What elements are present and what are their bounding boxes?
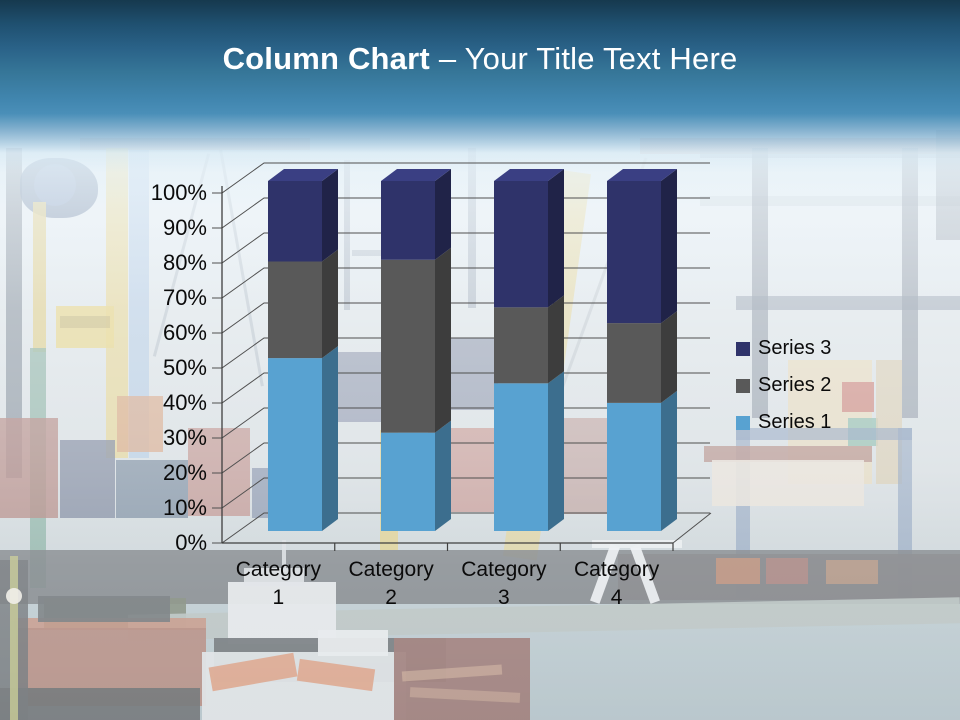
legend-item-series-2: Series 2 [736,367,831,404]
photo-shape [716,558,760,584]
legend-label-series-1: Series 1 [758,411,832,433]
legend-swatch-series-2-icon [736,378,750,393]
title-rest: – Your Title Text Here [438,41,738,76]
photo-shape [282,540,286,572]
slide-title: Column Chart – Your Title Text Here [0,41,960,77]
photo-shape [352,250,442,256]
photo-shape [117,396,163,452]
photo-shape [826,560,878,584]
photo-shape [152,153,211,357]
photo-shape [33,202,46,352]
photo-shape [219,149,264,387]
legend-swatch-series-3-icon [736,341,750,356]
photo-shape [700,196,960,206]
photo-shape [10,556,18,720]
legend-label-series-3: Series 3 [758,337,832,359]
photo-shape [902,148,918,418]
photo-shape [318,630,388,656]
slide-header: Column Chart – Your Title Text Here [0,0,960,172]
photo-shape [712,460,864,506]
photo-shape [736,296,960,310]
legend-label-series-2: Series 2 [758,374,832,396]
photo-shape [436,338,498,410]
photo-shape [244,568,304,586]
photo-shape [468,148,476,308]
photo-shape [344,160,350,310]
photo-shape [116,460,188,518]
legend-swatch-series-1-icon [736,415,750,430]
photo-shape [842,382,874,412]
photo-shape [38,596,170,622]
photo-shape [428,428,498,512]
photo-shape [188,428,250,516]
photo-shape [0,688,200,720]
photo-shape [6,588,22,604]
photo-shape [592,540,682,548]
photo-shape [60,316,110,328]
chart-legend: Series 3 Series 2 Series 1 [736,330,831,441]
photo-shape [380,430,398,550]
photo-shape [252,468,330,518]
photo-shape [330,352,390,422]
legend-item-series-3: Series 3 [736,330,831,367]
title-strong: Column Chart [222,41,430,76]
legend-item-series-1: Series 1 [736,404,831,441]
photo-shape [556,418,626,514]
photo-shape [60,440,115,518]
photo-shape [0,418,58,518]
photo-shape [766,558,808,584]
